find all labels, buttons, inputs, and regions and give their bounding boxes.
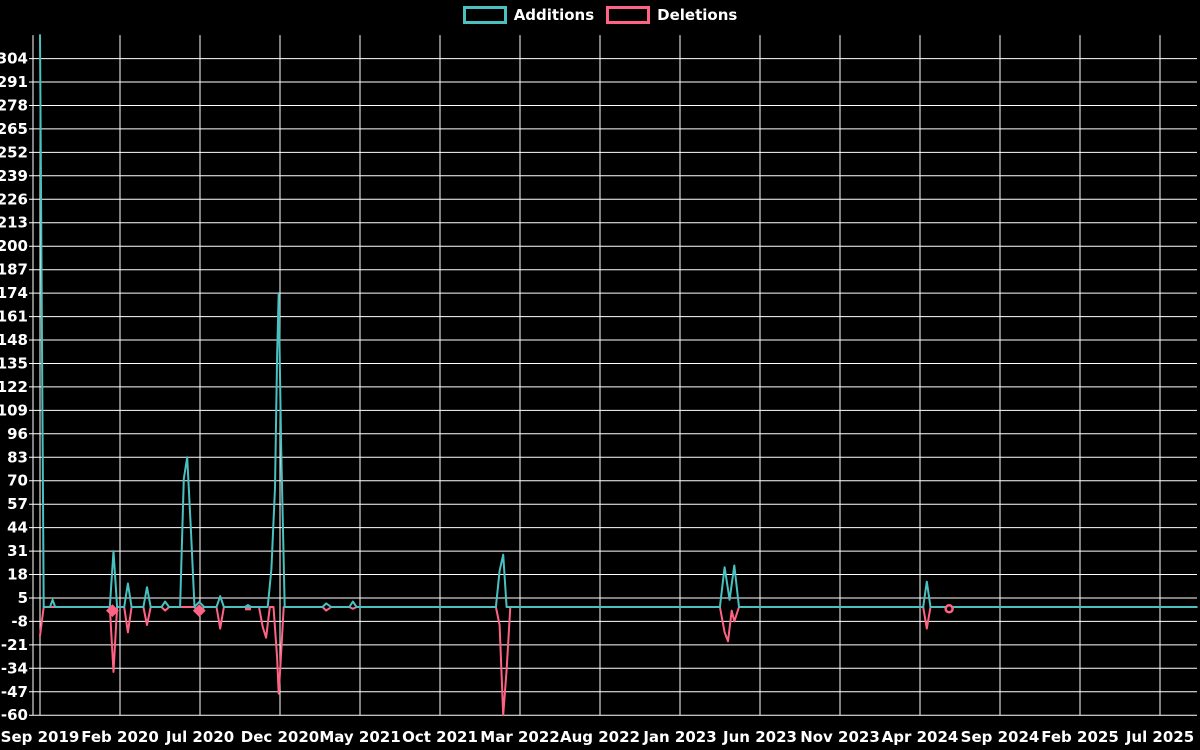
y-axis-tick-label: -47 [1,683,28,701]
x-axis-tick-label: Nov 2023 [800,728,880,746]
x-axis-tick-label: Jan 2023 [642,728,716,746]
x-axis-tick-label: Apr 2024 [882,728,959,746]
y-axis-tick-label: 70 [7,472,28,490]
x-axis-tick-label: Sep 2024 [961,728,1040,746]
y-axis-tick-label: 31 [7,542,28,560]
additions-swatch-icon [462,6,507,24]
y-axis-tick-label: 213 [0,214,28,232]
point-marker-circle [944,604,954,614]
y-axis-tick-label: 291 [0,73,28,91]
y-axis-tick-label: 18 [7,566,28,584]
y-axis-tick-label: 161 [0,308,28,326]
y-axis-tick-label: 57 [7,495,28,513]
y-axis-tick-label: 239 [0,167,28,185]
x-axis-tick-label: Feb 2025 [1041,728,1119,746]
y-axis-tick-label: 122 [0,378,28,396]
x-axis-tick-label: Jun 2023 [722,728,797,746]
y-axis-tick-label: 174 [0,284,28,302]
y-axis-tick-label: 135 [0,355,28,373]
y-axis-tick-label: -34 [1,659,28,677]
x-axis-tick-label: Oct 2021 [402,728,478,746]
legend-label-deletions: Deletions [657,5,738,24]
x-axis-tick-label: Aug 2022 [560,728,640,746]
y-axis-tick-label: 265 [0,120,28,138]
y-axis-tick-label: 187 [0,261,28,279]
legend-item-deletions: Deletions [606,6,737,24]
x-axis-tick-label: Dec 2020 [241,728,320,746]
x-axis-tick-label: Mar 2022 [480,728,559,746]
legend-item-additions: Additions [462,5,595,24]
series-line-deletions [39,606,1198,717]
y-axis-tick-label: 252 [0,143,28,161]
point-marker-diamond [105,604,119,618]
y-axis-tick-label: -21 [1,636,28,654]
y-axis-tick-label: -8 [11,612,28,630]
x-axis-tick-label: Jul 2025 [1125,728,1194,746]
x-axis-tick-label: Feb 2020 [81,728,159,746]
y-axis-tick-label: 5 [18,589,28,607]
y-axis-tick-label: 200 [0,237,28,255]
y-axis-tick-label: 278 [0,97,28,115]
legend-label-additions: Additions [513,5,595,24]
y-axis-tick-label: 109 [0,401,28,419]
x-axis-tick-label: Sep 2019 [1,728,80,746]
series-line-additions [39,34,1198,608]
y-axis-tick-label: 304 [0,50,28,68]
y-axis-tick-label: -60 [1,706,28,724]
y-axis-tick-label: 148 [0,331,28,349]
deletions-swatch-icon [606,6,651,24]
y-axis-tick-label: 96 [7,425,28,443]
y-axis-tick-label: 226 [0,190,28,208]
x-axis-tick-label: May 2021 [319,728,400,746]
x-axis-tick-label: Jul 2020 [165,728,234,746]
point-marker-dash [245,607,251,611]
point-marker-diamond [192,604,206,618]
chart-legend: Additions Deletions [0,6,1200,24]
y-axis-tick-label: 44 [7,519,28,537]
y-axis-tick-label: 83 [7,448,28,466]
